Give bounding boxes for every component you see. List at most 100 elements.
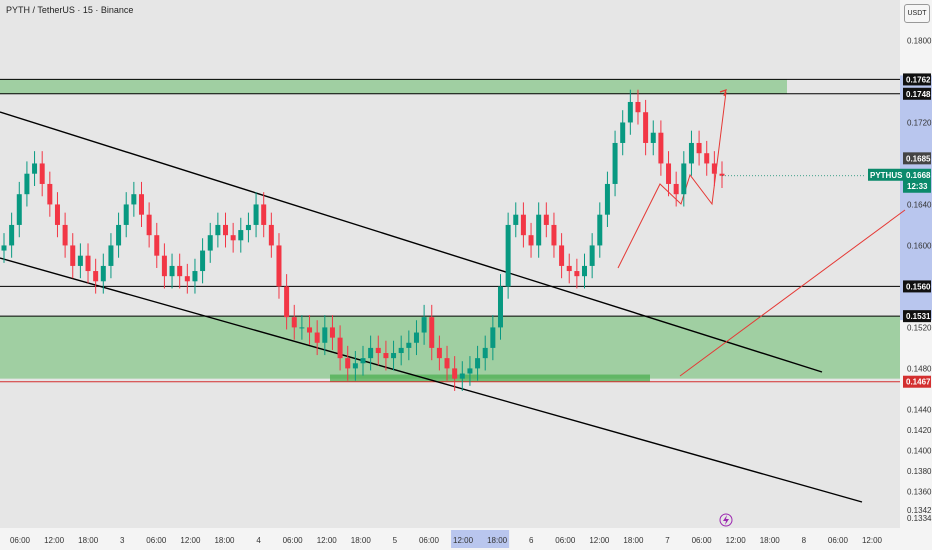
level-tag-0.1467 [903,375,931,388]
candle-body [543,214,549,225]
symbol-title: PYTH / TetherUS · 15 · Binance [6,5,134,15]
trendline-upper [0,111,823,373]
candle-body [383,353,389,359]
price-tick-label: 0.1420 [907,426,932,435]
candle-body [39,163,45,184]
time-tick-label: 6 [529,536,534,545]
candle-body [108,245,114,266]
candle-body [192,271,198,282]
candle-body [528,235,534,246]
candle-body [421,317,427,333]
candle-body [131,194,137,205]
candle-body [9,224,15,246]
lightning-icon [719,513,733,527]
candle-body [352,363,358,369]
trendline-lower [0,257,863,503]
candle-body [559,245,565,266]
price-tick-label: 0.1334 [907,514,932,523]
candle-body [54,204,60,225]
time-tick-label: 18:00 [351,536,372,545]
candle-body [291,317,297,328]
time-tick-label: 12:00 [726,536,747,545]
price-tick-label: 0.1800 [907,36,932,45]
zone-2 [330,374,650,382]
candle-body [253,204,259,225]
time-tick-label: 06:00 [146,536,167,545]
time-tick-label: 18:00 [623,536,644,545]
candle-body [589,245,595,266]
candle-body [77,255,83,266]
time-tick-label: 5 [393,536,398,545]
candle-body [169,265,175,277]
time-tick-label: 06:00 [283,536,304,545]
candle-body [650,132,656,143]
candle-body [711,163,717,174]
candle-body [1,245,7,251]
candle-body [161,255,167,277]
time-tick-label: 7 [665,536,670,545]
candle-body [658,132,664,164]
candle-body [16,194,22,225]
candle-body [207,235,213,251]
time-tick-label: 12:00 [180,536,201,545]
candle-body [24,173,30,195]
candle-body [368,347,374,359]
candle-body [620,122,626,143]
candle-body [704,153,710,164]
price-axis-highlight [900,75,932,321]
time-tick-label: 18:00 [760,536,781,545]
candle-body [322,327,328,343]
price-tick-label: 0.1640 [907,200,932,209]
candle-body [116,224,122,246]
candle-body [238,230,244,241]
candle-body [413,332,419,343]
candle-body [146,214,152,236]
candle-body [230,235,236,241]
time-tick-label: 06:00 [10,536,31,545]
candle-body [467,368,473,374]
time-tick-label: 06:00 [828,536,849,545]
projection-line-1 [679,209,906,377]
candle-body [62,224,68,246]
time-tick-label: 4 [256,536,261,545]
candle-body [551,224,557,246]
level-tag-0.1748 [903,87,931,100]
price-tick-label: 0.1720 [907,118,932,127]
level-tag-0.1762 [903,73,931,86]
time-tick-label: 8 [802,536,807,545]
candle-body [375,347,381,354]
candle-body [391,353,397,359]
candle-body [635,101,641,113]
candle-body [520,214,526,236]
candle-body [452,368,458,379]
level-tag-0.1560 [903,280,931,293]
time-tick-label: 06:00 [692,536,713,545]
level-tag-text: 0.1762 [906,75,931,84]
candle-body [490,327,496,348]
zone-0 [0,79,787,94]
candle-body [482,347,488,359]
candle-body [505,224,511,287]
price-tick-label: 0.1360 [907,487,932,496]
candle-body [406,342,412,348]
candle-body [582,265,588,277]
candle-body [184,276,190,282]
candle-body [177,265,183,277]
candle-body [643,112,649,143]
level-tag-text: 0.1748 [906,90,931,99]
candle-body [574,271,580,277]
candle-body [314,332,320,343]
candle-body [93,271,99,282]
candle-body [597,214,603,246]
currency-button[interactable]: USDT [904,4,930,23]
price-tag-prev-close [903,152,931,165]
candle-body [284,286,290,318]
time-tick-label: 12:00 [589,536,610,545]
candle-body [566,265,572,272]
time-tick-label: 12:00 [317,536,338,545]
candle-body [337,337,343,359]
price-tick-label: 0.1342 [907,506,932,515]
candle-body [398,347,404,354]
